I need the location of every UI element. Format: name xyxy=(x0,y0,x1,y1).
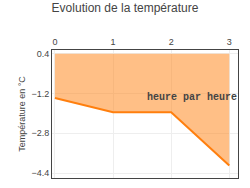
svg-text:2: 2 xyxy=(169,37,174,47)
svg-text:−1.2: −1.2 xyxy=(31,89,49,99)
svg-text:Evolution de la température: Evolution de la température xyxy=(52,1,199,15)
svg-text:heure par heure: heure par heure xyxy=(147,92,237,103)
svg-text:Température en °C: Température en °C xyxy=(17,76,27,152)
svg-text:−4.4: −4.4 xyxy=(31,168,49,178)
svg-text:0.4: 0.4 xyxy=(37,49,50,59)
svg-text:−2.8: −2.8 xyxy=(31,128,49,138)
svg-text:3: 3 xyxy=(227,37,232,47)
svg-text:1: 1 xyxy=(111,37,116,47)
svg-text:0: 0 xyxy=(52,37,57,47)
